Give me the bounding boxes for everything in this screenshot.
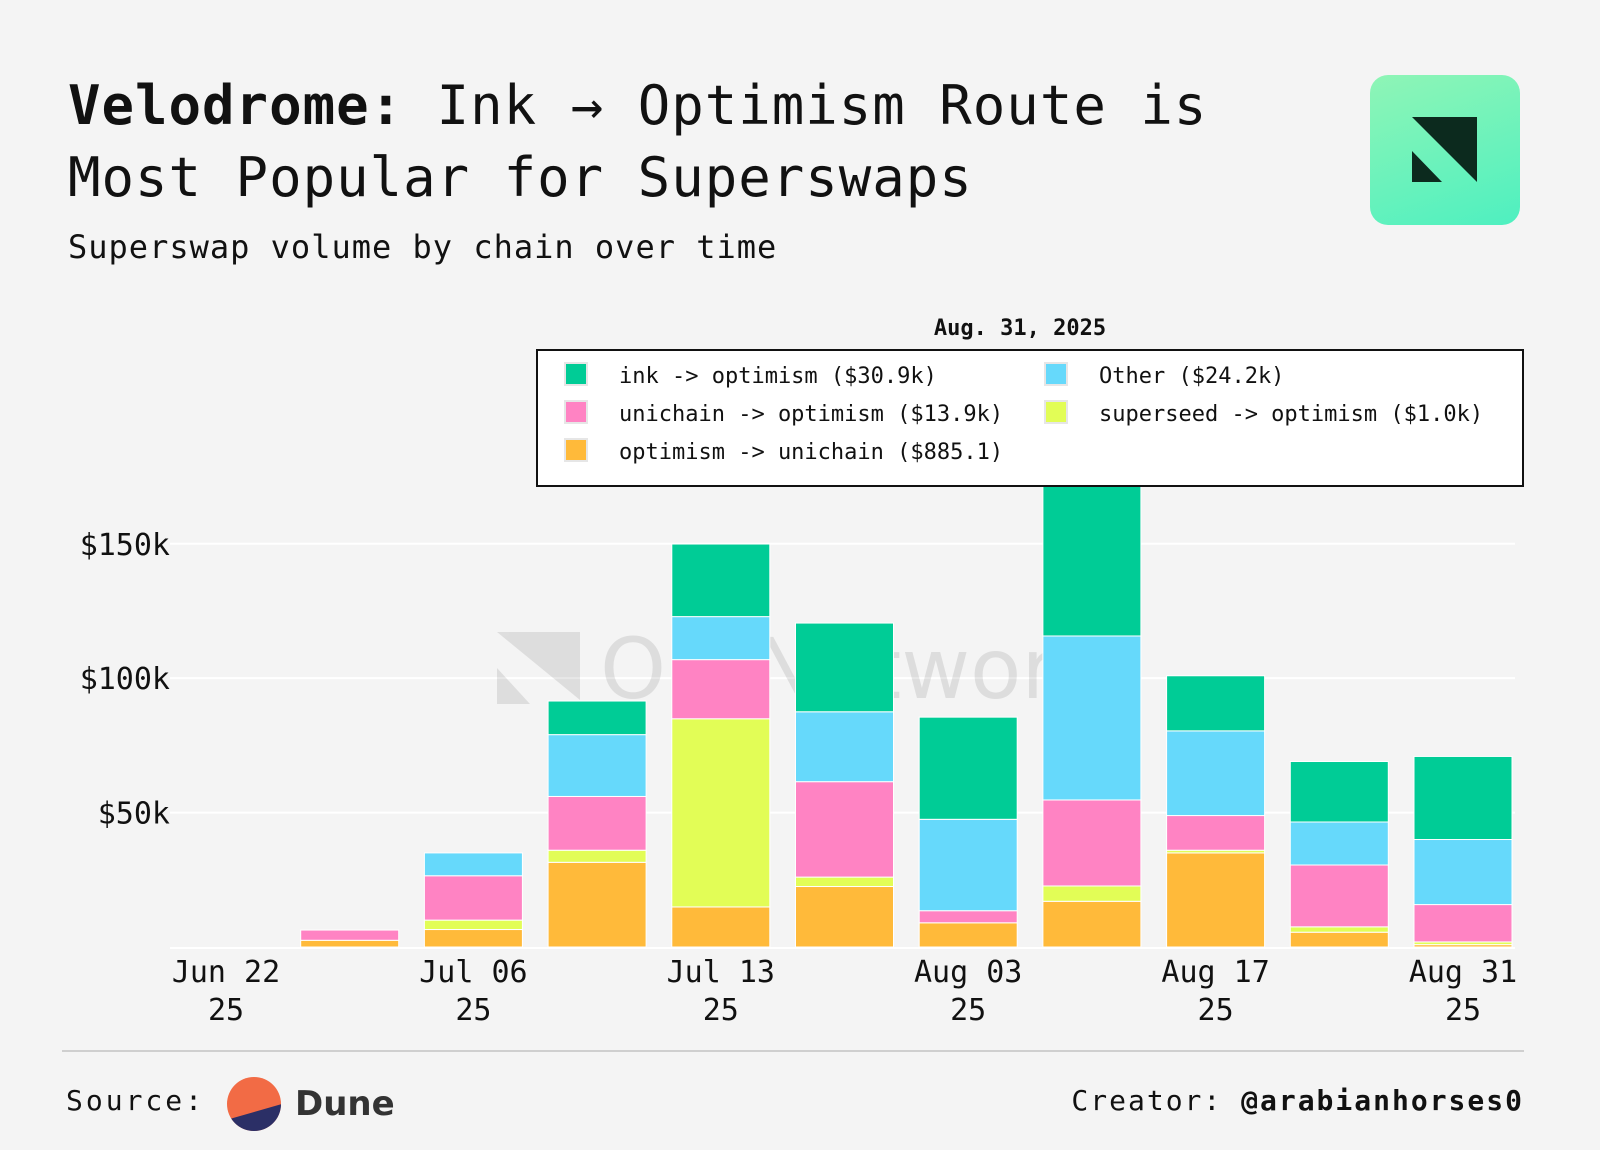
bar-segment-optimism-unichain (918, 922, 1018, 948)
bar-segment-optimism-unichain (423, 929, 523, 948)
bar-segment-superseed-optimism (671, 718, 771, 908)
ournetwork-logo-icon (1370, 75, 1520, 225)
bar-segment-superseed-optimism (1289, 926, 1389, 933)
bar-segment-other (918, 818, 1018, 912)
x-tick-label-year: 25 (455, 993, 491, 1028)
bar-segment-other (1166, 730, 1266, 817)
bar-segment-optimism-unichain (795, 886, 894, 948)
bar-segment-unichain-optimism (671, 659, 771, 720)
x-tick-label: Aug 03 (914, 955, 1022, 990)
bar-segment-ink-optimism (918, 716, 1018, 820)
x-tick-label-year: 25 (703, 993, 739, 1028)
legend-label: ink -> optimism ($30.9k) (619, 364, 937, 389)
footer-divider (62, 1050, 1524, 1052)
legend-label: unichain -> optimism ($13.9k) (619, 402, 1003, 427)
legend-label: superseed -> optimism ($1.0k) (1099, 402, 1483, 427)
bar-segment-unichain-optimism (300, 929, 400, 941)
bar-segment-ink-optimism (547, 700, 647, 736)
x-tick-label-year: 25 (1198, 993, 1234, 1028)
legend-swatch (1044, 400, 1068, 424)
bar-segment-superseed-optimism (547, 849, 647, 863)
x-tick-label: Jun 22 (172, 955, 280, 990)
source-name: Dune (295, 1084, 395, 1124)
bar-segment-other (423, 852, 523, 877)
legend-swatch (564, 400, 588, 424)
legend-swatch (564, 362, 588, 386)
legend: Aug. 31, 2025 ink -> optimism ($30.9k) Oth… (536, 316, 1524, 487)
bar-segment-other (671, 616, 771, 661)
bar-segment-other (795, 711, 894, 783)
y-tick-label: $50k (98, 797, 170, 832)
legend-box (536, 349, 1524, 487)
creator-label: Creator: (1071, 1084, 1223, 1117)
legend-label: Other ($24.2k) (1099, 364, 1284, 389)
x-tick-label: Jul 06 (419, 955, 527, 990)
bar-segment-optimism-unichain (1289, 931, 1389, 948)
bar-segment-optimism-unichain (547, 861, 647, 948)
y-tick-label: $100k (80, 662, 170, 697)
bar-segment-unichain-optimism (1289, 864, 1389, 928)
bar-segment-ink-optimism (1042, 484, 1142, 637)
source-label: Source: (66, 1084, 206, 1117)
dune-logo-icon (226, 1076, 282, 1132)
bar-segment-optimism-unichain (671, 906, 771, 948)
chart-subtitle: Superswap volume by chain over time (68, 228, 778, 266)
legend-swatch (564, 438, 588, 462)
legend-swatch (1044, 362, 1068, 386)
chart-title: Velodrome: Ink → Optimism Route is Most … (68, 70, 1298, 214)
bar-segment-ink-optimism (1413, 755, 1513, 841)
creator-handle: @arabianhorses0 (1241, 1084, 1524, 1117)
bar-segment-ink-optimism (795, 622, 894, 713)
y-tick-label: $150k (80, 528, 170, 563)
bar-segment-optimism-unichain (1042, 900, 1142, 948)
bar-segment-other (1289, 821, 1389, 866)
x-tick-label-year: 25 (1445, 993, 1481, 1028)
x-tick-label: Aug 17 (1161, 955, 1269, 990)
bar-segment-optimism-unichain (1166, 852, 1266, 948)
bar-segment-ink-optimism (1289, 761, 1389, 823)
bar-segment-ink-optimism (1166, 675, 1266, 732)
bar-segment-superseed-optimism (1042, 885, 1142, 902)
x-tick-label: Aug 31 (1409, 955, 1517, 990)
bar-segment-superseed-optimism (795, 876, 894, 888)
x-tick-label-year: 25 (208, 993, 244, 1028)
bar-segment-unichain-optimism (423, 875, 523, 921)
bars (300, 484, 1513, 948)
bar-segment-optimism-unichain (300, 939, 400, 948)
bar-segment-superseed-optimism (423, 919, 523, 931)
bar-segment-unichain-optimism (918, 910, 1018, 924)
legend-label: optimism -> unichain ($885.1) (619, 440, 1003, 465)
bar-segment-other (1413, 839, 1513, 906)
title-bold: Velodrome: (68, 74, 404, 137)
title-rest: Ink → Optimism Route is Most Popular for… (68, 74, 1208, 209)
x-tick-label-year: 25 (950, 993, 986, 1028)
bar-segment-unichain-optimism (795, 781, 894, 878)
legend-title: Aug. 31, 2025 (934, 316, 1106, 341)
x-tick-label: Jul 13 (667, 955, 775, 990)
bar-segment-other (1042, 635, 1142, 801)
bar-segment-unichain-optimism (1166, 815, 1266, 851)
bar-segment-unichain-optimism (1042, 799, 1142, 887)
bar-segment-unichain-optimism (547, 795, 647, 851)
bar-segment-unichain-optimism (1413, 904, 1513, 943)
bar-segment-other (547, 734, 647, 797)
creator-credit: Creator: @arabianhorses0 (1071, 1084, 1524, 1117)
bar-segment-ink-optimism (671, 543, 771, 618)
